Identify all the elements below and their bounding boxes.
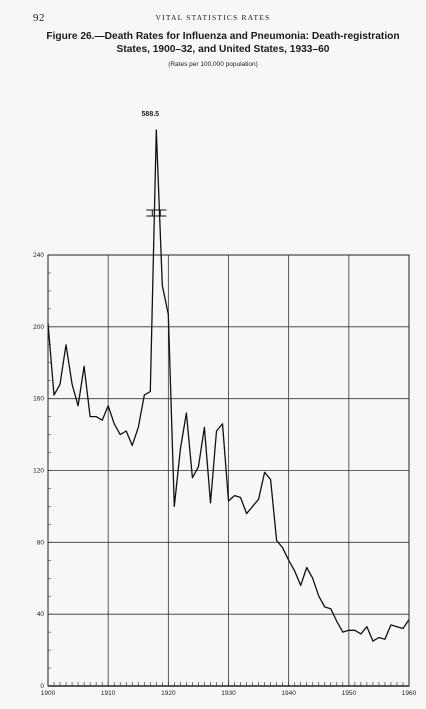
y-tick-label: 200 bbox=[33, 324, 44, 331]
chart-labels: 0 40 80 120 160 200 240 1900 1910 1920 1930 1940 195… bbox=[33, 111, 416, 697]
y-tick-label: 160 bbox=[33, 396, 44, 403]
peak-value-label: 588.5 bbox=[142, 111, 160, 118]
x-tick-label: 1920 bbox=[161, 690, 176, 697]
x-tick-label: 1910 bbox=[101, 690, 116, 697]
y-tick-label: 80 bbox=[37, 539, 45, 546]
page-number: 92 bbox=[33, 12, 45, 24]
y-tick-label: 120 bbox=[33, 468, 44, 475]
y-tick-label: 40 bbox=[37, 611, 45, 618]
axis-break-gap bbox=[147, 210, 166, 216]
data-line bbox=[47, 129, 410, 642]
running-head: VITAL STATISTICS RATES bbox=[155, 13, 271, 22]
x-tick-label: 1900 bbox=[41, 690, 56, 697]
x-tick-label: 1960 bbox=[402, 690, 417, 697]
data-line-layer bbox=[47, 129, 410, 642]
y-tick-label: 0 bbox=[40, 683, 44, 690]
figure-subtitle: (Rates per 100,000 population) bbox=[168, 61, 258, 68]
x-tick-label: 1930 bbox=[221, 690, 236, 697]
x-tick-label: 1950 bbox=[342, 690, 357, 697]
x-tick-label: 1940 bbox=[281, 690, 296, 697]
chart-axes bbox=[47, 209, 410, 687]
figure-title: Figure 26.—Death Rates for Influenza and… bbox=[46, 31, 400, 55]
y-tick-label: 240 bbox=[33, 252, 44, 259]
chart-grid bbox=[47, 254, 410, 687]
